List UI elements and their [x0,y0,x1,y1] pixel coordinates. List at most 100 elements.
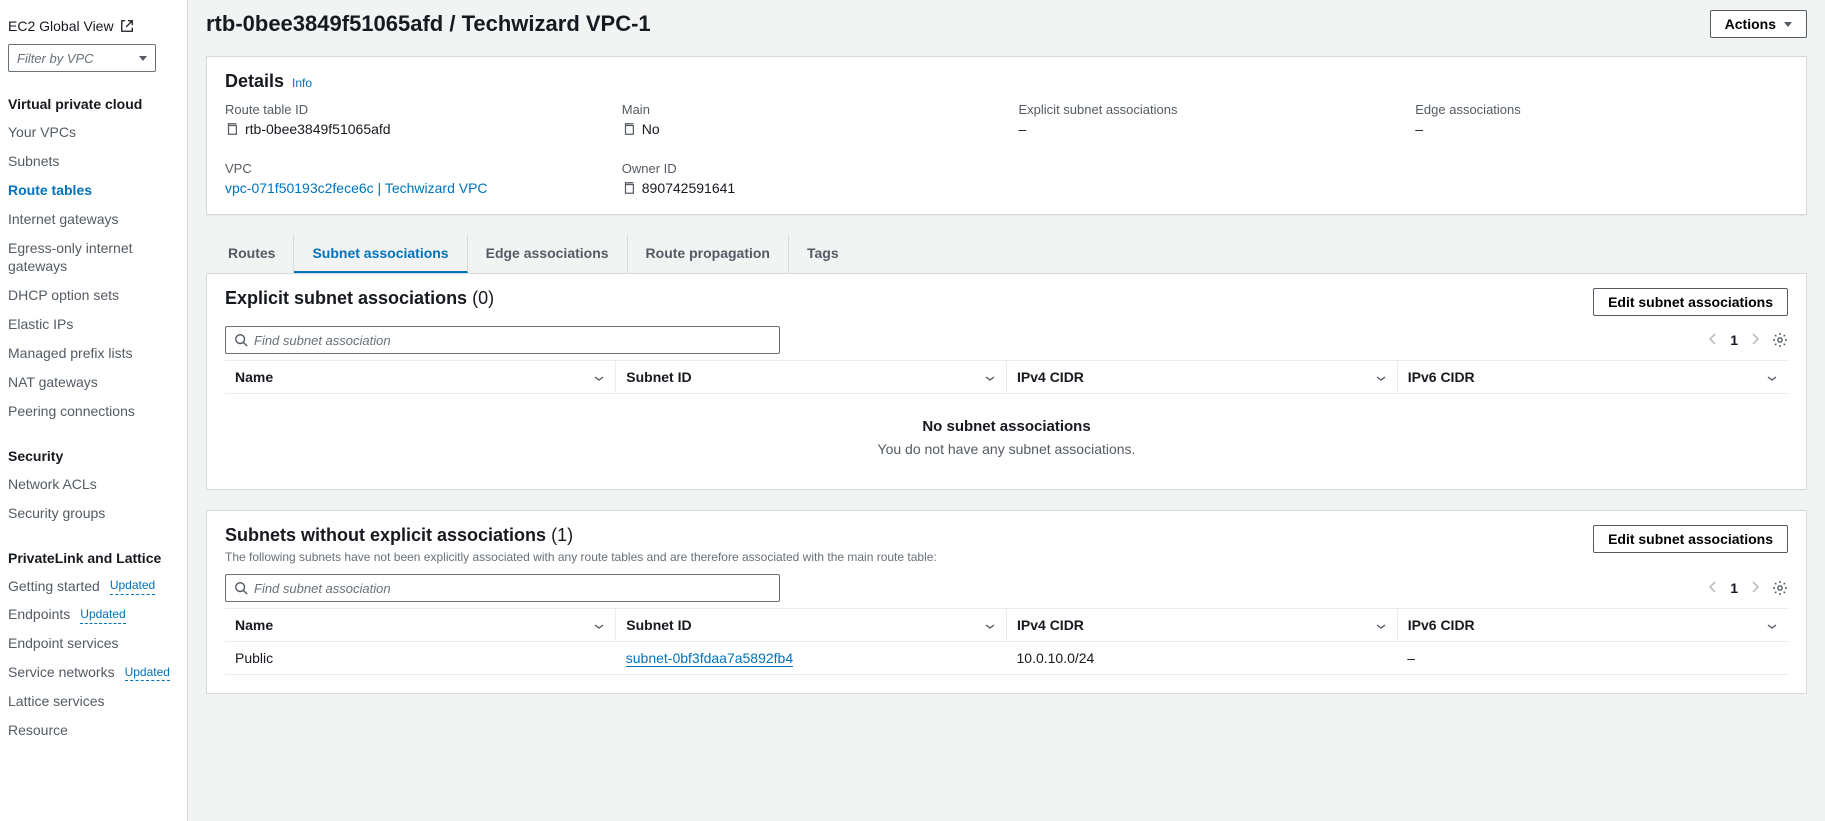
nav-item-label: Subnets [8,152,59,171]
detail-value: 890742591641 [642,180,735,196]
column-label: IPv4 CIDR [1017,369,1084,385]
nav-item-label: Getting started [8,577,100,596]
cell-subnet-id-link[interactable]: subnet-0bf3fdaa7a5892fb4 [626,650,793,667]
cell-name: Public [225,642,616,675]
nav-group-title: Virtual private cloud [8,90,187,118]
column-header[interactable]: IPv4 CIDR [1007,609,1398,642]
updated-badge: Updated [110,577,155,594]
empty-title: No subnet associations [225,418,1788,435]
detail-label: Route table ID [225,102,598,117]
nav-item[interactable]: Egress-only internet gateways [8,234,187,282]
nav-item[interactable]: Elastic IPs [8,310,187,339]
copy-icon[interactable] [225,122,239,136]
nav-item[interactable]: Service networksUpdated [8,658,187,687]
info-link[interactable]: Info [292,76,312,90]
table-row[interactable]: Public subnet-0bf3fdaa7a5892fb4 10.0.10.… [225,642,1788,675]
actions-button[interactable]: Actions [1710,10,1807,38]
detail-value-link[interactable]: vpc-071f50193c2fece6c | Techwizard VPC [225,180,598,196]
without-search-input[interactable] [254,581,771,596]
nav-item[interactable]: Resource [8,716,187,745]
nav-item[interactable]: Lattice services [8,687,187,716]
nav-item[interactable]: Internet gateways [8,205,187,234]
explicit-pager: 1 [1708,332,1788,348]
sort-icon [1766,617,1778,629]
search-icon [234,581,248,595]
prev-page-icon[interactable] [1708,580,1718,596]
explicit-search-input[interactable] [254,333,771,348]
nav-item[interactable]: Network ACLs [8,470,187,499]
sort-icon [984,369,996,381]
page-header: rtb-0bee3849f51065afd / Techwizard VPC-1… [206,0,1807,56]
nav-group-title: Security [8,442,187,470]
gear-icon[interactable] [1772,580,1788,596]
nav-item[interactable]: Route tables [8,176,187,205]
nav-item-label: Managed prefix lists [8,344,133,363]
explicit-subnet-panel: Explicit subnet associations (0) Edit su… [206,273,1807,490]
column-header[interactable]: IPv4 CIDR [1007,361,1398,394]
nav-item[interactable]: Endpoint services [8,629,187,658]
nav-item[interactable]: Getting started Updated [8,572,187,601]
explicit-title: Explicit subnet associations [225,288,467,308]
without-search[interactable] [225,574,780,602]
column-label: Name [235,369,273,385]
nav-item-label: Security groups [8,504,105,523]
nav-item[interactable]: NAT gateways [8,368,187,397]
nav-item-label: Endpoint services [8,634,119,653]
nav-item-label: Network ACLs [8,475,97,494]
column-header[interactable]: IPv6 CIDR [1397,609,1788,642]
copy-icon[interactable] [622,122,636,136]
nav-item[interactable]: Security groups [8,499,187,528]
next-page-icon[interactable] [1750,332,1760,348]
tab[interactable]: Routes [210,235,294,273]
tabs: RoutesSubnet associationsEdge associatio… [206,235,1807,273]
column-header[interactable]: Name [225,361,616,394]
without-title: Subnets without explicit associations [225,525,546,545]
nav-item-label: Internet gateways [8,210,119,229]
column-label: Subnet ID [626,617,691,633]
cell-ipv4: 10.0.10.0/24 [1007,642,1398,675]
main-content: rtb-0bee3849f51065afd / Techwizard VPC-1… [188,0,1825,821]
vpc-filter-dropdown[interactable]: Filter by VPC [8,44,156,72]
search-icon [234,333,248,347]
column-header[interactable]: Subnet ID [616,361,1007,394]
edit-subnet-associations-button[interactable]: Edit subnet associations [1593,288,1788,316]
explicit-empty-state: No subnet associations You do not have a… [225,394,1788,471]
page-number: 1 [1730,580,1738,596]
detail-value: – [1019,121,1027,137]
column-header[interactable]: Name [225,609,616,642]
ec2-global-view-link[interactable]: EC2 Global View [8,14,187,44]
prev-page-icon[interactable] [1708,332,1718,348]
nav-item-label: Route tables [8,181,92,200]
next-page-icon[interactable] [1750,580,1760,596]
chevron-down-icon [139,56,147,61]
nav-item[interactable]: EndpointsUpdated [8,600,187,629]
column-header[interactable]: Subnet ID [616,609,1007,642]
column-label: IPv6 CIDR [1408,369,1475,385]
sort-icon [593,369,605,381]
without-pager: 1 [1708,580,1788,596]
explicit-search[interactable] [225,326,780,354]
nav-item-label: Service networks [8,663,115,682]
sort-icon [1766,369,1778,381]
nav-item[interactable]: Peering connections [8,397,187,426]
nav-item-label: Lattice services [8,692,104,711]
nav-group-title: PrivateLink and Lattice [8,544,187,572]
updated-badge: Updated [80,606,125,623]
nav-item[interactable]: Managed prefix lists [8,339,187,368]
page-title: rtb-0bee3849f51065afd / Techwizard VPC-1 [206,11,651,37]
nav-item[interactable]: Your VPCs [8,118,187,147]
tab[interactable]: Tags [789,235,857,273]
sidebar: EC2 Global View Filter by VPC Virtual pr… [0,0,188,821]
tab[interactable]: Edge associations [468,235,628,273]
nav-item[interactable]: DHCP option sets [8,281,187,310]
copy-icon[interactable] [622,181,636,195]
column-header[interactable]: IPv6 CIDR [1397,361,1788,394]
edit-subnet-associations-button[interactable]: Edit subnet associations [1593,525,1788,553]
tab[interactable]: Subnet associations [294,235,467,273]
nav-item-label: DHCP option sets [8,286,119,305]
nav-item[interactable]: Subnets [8,147,187,176]
tab[interactable]: Route propagation [628,235,789,273]
gear-icon[interactable] [1772,332,1788,348]
sort-icon [984,617,996,629]
details-panel: Details Info Route table ID rtb-0bee3849… [206,56,1807,215]
